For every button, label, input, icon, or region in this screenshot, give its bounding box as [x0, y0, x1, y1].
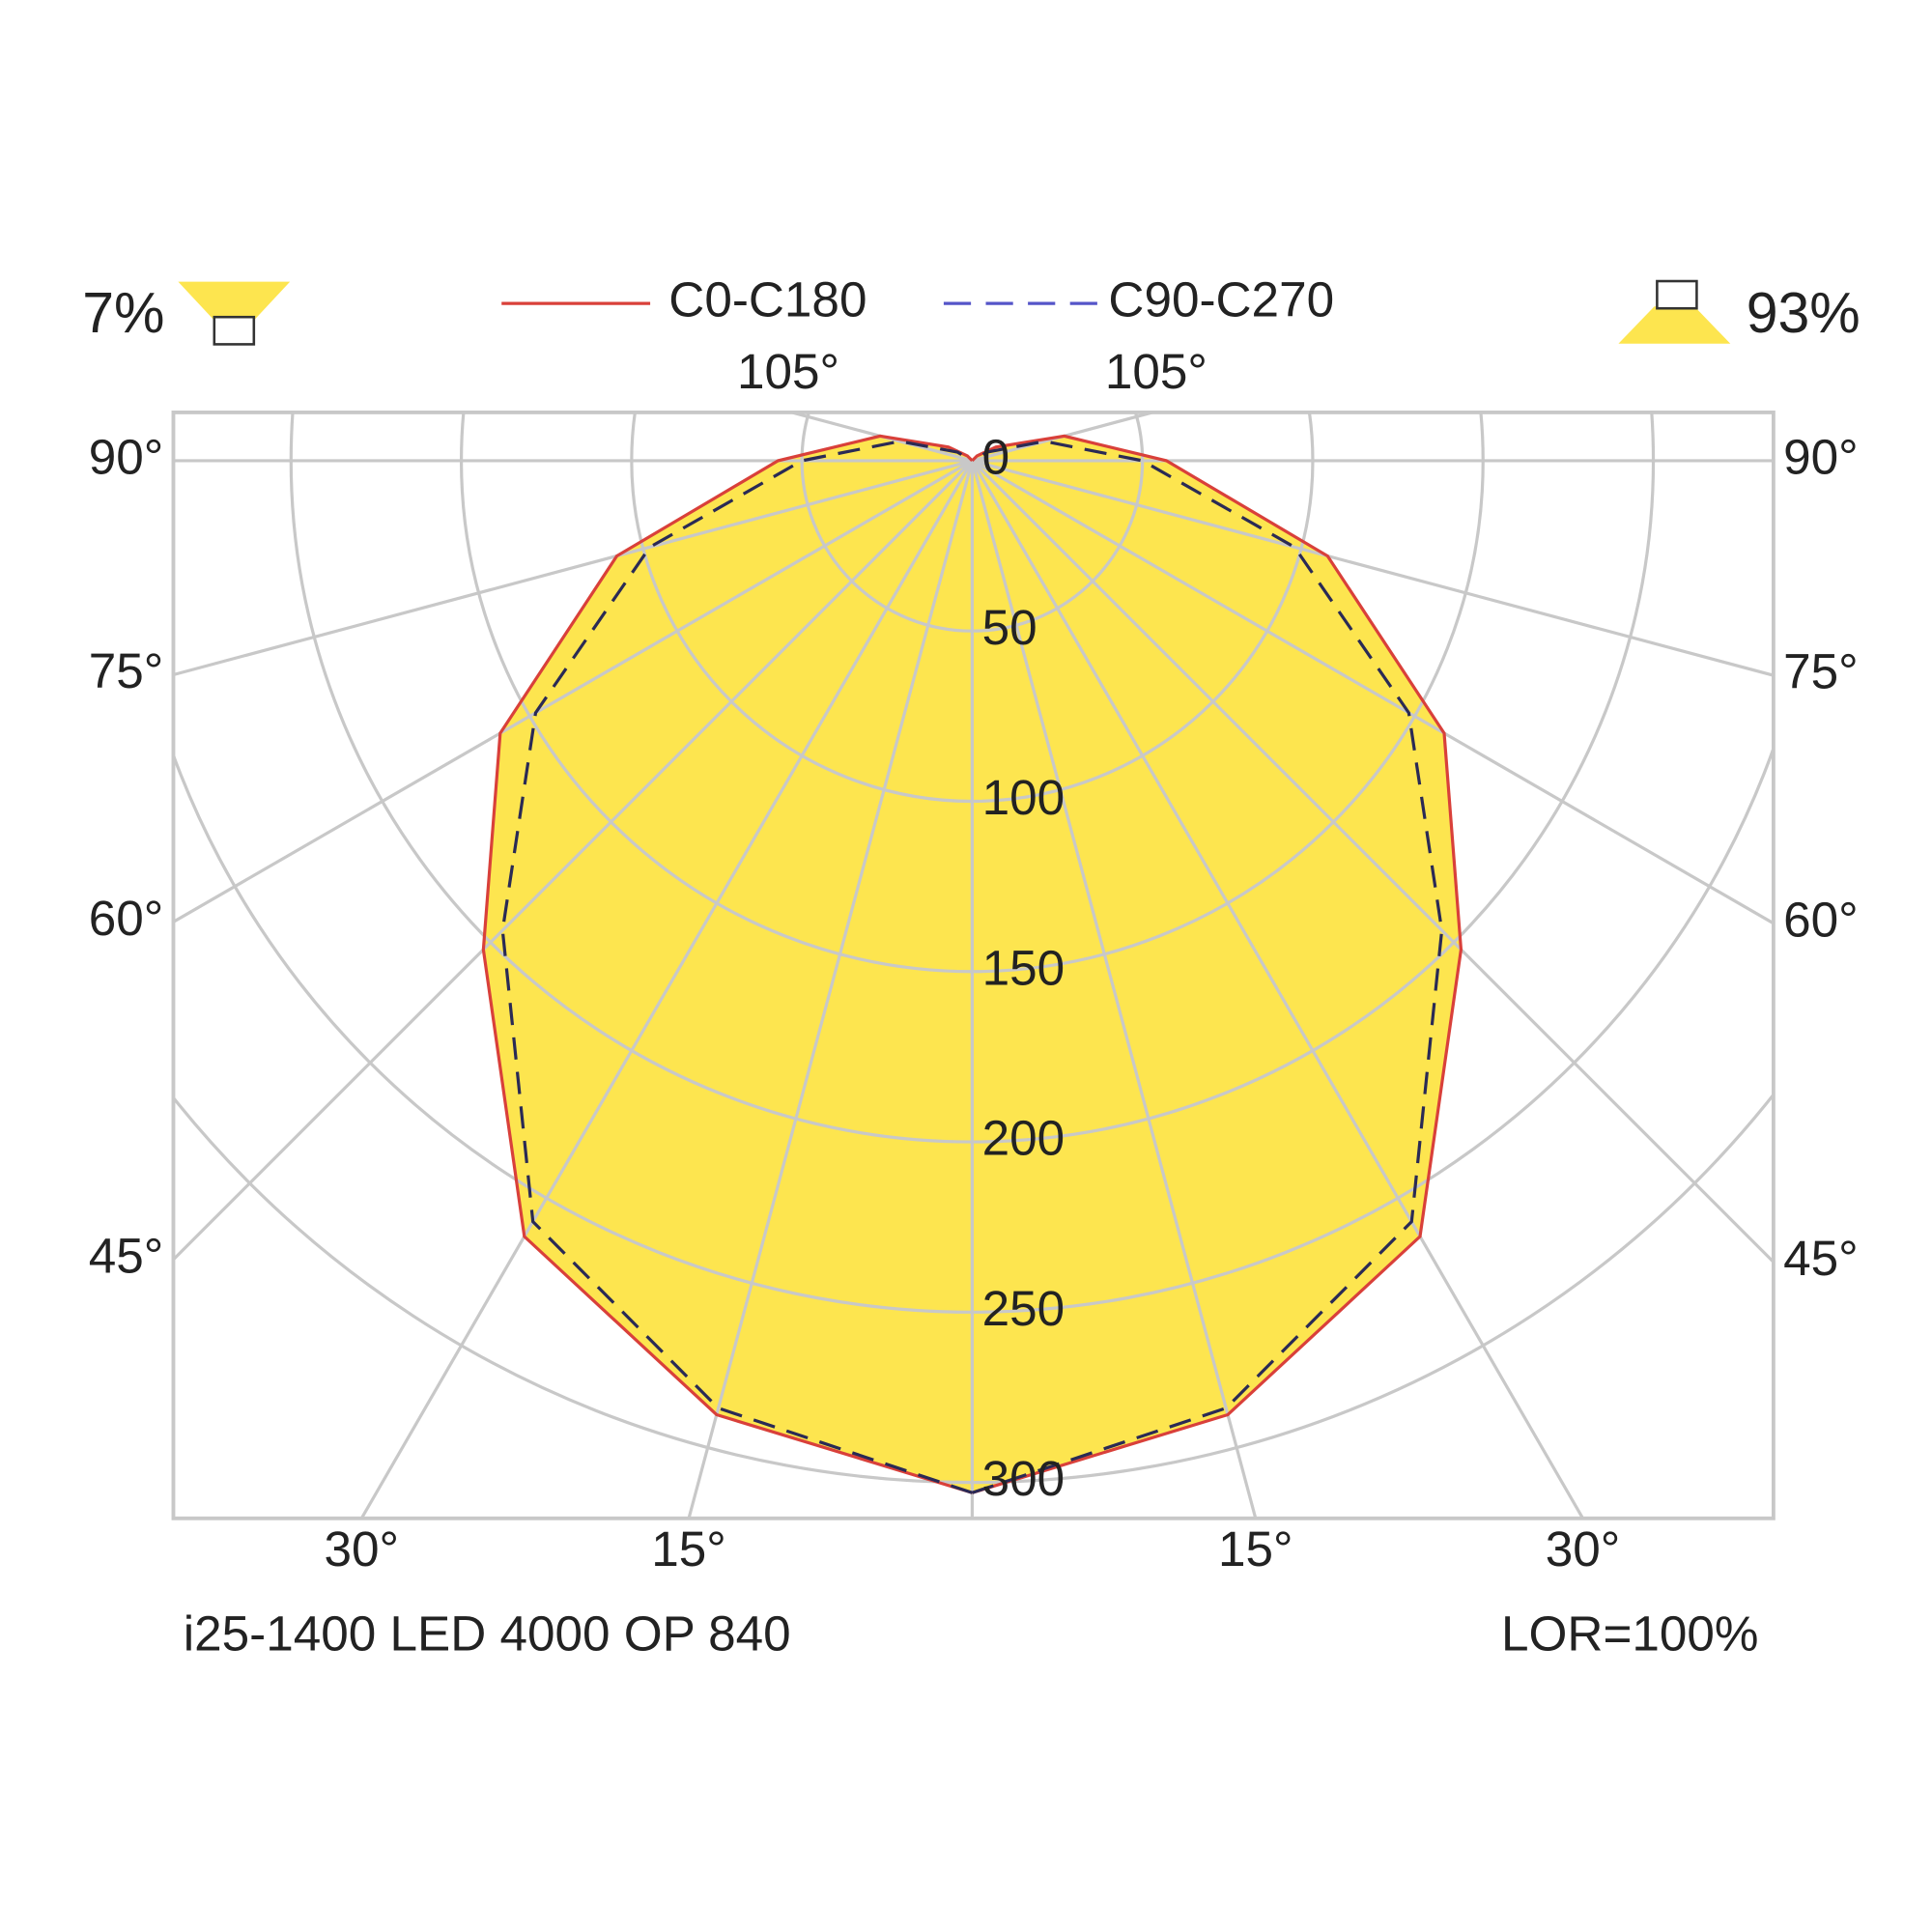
luminaire-name: i25-1400 LED 4000 OP 840 — [184, 1605, 791, 1661]
angle-tick-label: 105° — [1105, 344, 1208, 399]
radial-tick-label: 250 — [982, 1281, 1065, 1336]
radial-tick-label: 300 — [982, 1451, 1065, 1506]
radial-tick-label: 0 — [982, 429, 1010, 484]
intensity-curve — [971, 440, 1444, 1494]
angle-grid-line — [173, 459, 974, 923]
angle-tick-label: 60° — [89, 891, 164, 946]
angle-grid-line — [687, 460, 974, 1519]
angle-tick-label: 105° — [737, 344, 839, 399]
angle-grid-line — [970, 460, 1258, 1519]
intensity-curve — [481, 434, 974, 1494]
legend-label: C90-C270 — [1108, 272, 1334, 327]
angle-tick-label: 45° — [89, 1228, 164, 1283]
lor-label: LOR=100% — [1501, 1605, 1758, 1661]
downlight-box — [1656, 279, 1698, 310]
angle-tick-label: 30° — [1546, 1521, 1621, 1577]
line-layer — [481, 434, 1463, 1494]
angle-grid-line — [971, 459, 1774, 1264]
radial-tick-label: 150 — [982, 940, 1065, 995]
radial-tick-label: 200 — [982, 1111, 1065, 1166]
angle-grid-line — [971, 459, 1774, 677]
label-layer: 15° 15° 30° 30° 45° 45° 60° 60° 75° 75° 90° 90° 105°… — [89, 272, 1859, 1577]
angle-grid-line — [173, 459, 974, 1261]
angle-grid-line — [359, 460, 974, 1519]
downlight-label: 93% — [1747, 282, 1861, 345]
angle-tick-label: 75° — [89, 643, 164, 698]
angle-tick-label: 90° — [89, 429, 164, 484]
radial-tick-label: 50 — [982, 600, 1037, 655]
angle-tick-label: 45° — [1783, 1231, 1859, 1286]
legend-label: C0-C180 — [668, 272, 867, 327]
angle-tick-label: 15° — [651, 1521, 726, 1577]
radial-tick-label: 100 — [982, 770, 1065, 825]
intensity-curve — [971, 434, 1463, 1494]
angle-tick-label: 60° — [1783, 892, 1859, 947]
angle-tick-label: 15° — [1218, 1521, 1293, 1577]
angle-tick-label: 75° — [1783, 644, 1859, 699]
uplight-box — [213, 315, 256, 346]
intensity-curve — [500, 440, 974, 1494]
angle-grid-line — [173, 459, 973, 677]
angle-grid-line — [971, 460, 1584, 1519]
grid-layer — [173, 412, 1774, 1519]
angle-grid-line — [971, 459, 1774, 925]
angle-tick-label: 30° — [325, 1521, 400, 1577]
angle-tick-label: 90° — [1783, 429, 1859, 484]
uplight-label: 7% — [82, 282, 164, 345]
plot-frame — [171, 411, 1776, 1520]
